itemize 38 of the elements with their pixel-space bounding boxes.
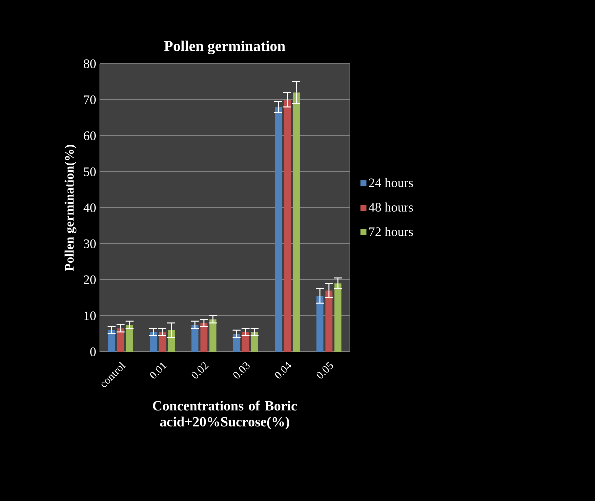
y-tick-label: 0: [90, 348, 96, 356]
bar: [251, 332, 258, 352]
bar: [192, 325, 199, 352]
x-tick-label: 0.03: [234, 362, 250, 379]
y-tick-label: 20: [84, 276, 96, 284]
x-tick-label: 0.04: [275, 362, 292, 379]
x-tick-label: 0.02: [192, 362, 209, 379]
y-tick-label: 30: [84, 240, 96, 248]
bar: [242, 332, 250, 352]
bar: [200, 323, 208, 352]
x-tick-label: 0.05: [316, 362, 334, 379]
y-tick-label: 80: [84, 60, 96, 68]
x-tick-label: 0.01: [150, 362, 168, 379]
bar: [117, 328, 124, 352]
bar: [316, 296, 324, 352]
bar: [334, 284, 342, 352]
legend-label: 72 hours: [370, 227, 414, 236]
bar: [233, 334, 240, 352]
x-axis-title: Concentrations of Boric acid+20%Sucrose(%): [153, 400, 298, 430]
y-tick-label: 70: [84, 96, 96, 104]
chart-title: Pollen germination: [164, 40, 286, 54]
y-axis-title: Pollen germination(%): [64, 145, 77, 272]
bar: [150, 332, 158, 352]
bar: [108, 330, 116, 352]
bar: [159, 332, 166, 352]
legend-label: 48 hours: [368, 202, 414, 212]
y-tick-label: 50: [84, 168, 96, 176]
bar: [326, 290, 333, 352]
legend-label: 24 hours: [369, 178, 414, 188]
bar: [126, 325, 134, 352]
y-tick-label: 10: [84, 312, 96, 320]
y-tick-label: 40: [84, 204, 96, 212]
bar: [275, 107, 282, 352]
bar: [210, 320, 217, 352]
bar: [284, 100, 292, 352]
y-tick-label: 60: [84, 132, 96, 140]
bar: [168, 330, 175, 352]
bar: [292, 92, 300, 352]
